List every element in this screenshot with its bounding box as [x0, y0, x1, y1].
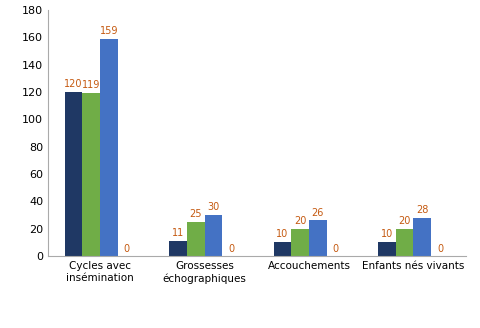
Text: 0: 0	[333, 244, 339, 254]
Text: 0: 0	[228, 244, 234, 254]
Bar	[413, 217, 431, 256]
Text: 159: 159	[100, 26, 119, 36]
Text: 120: 120	[64, 79, 83, 89]
Bar	[274, 242, 291, 256]
Bar	[396, 229, 413, 256]
Bar	[204, 215, 222, 256]
Text: 28: 28	[416, 205, 429, 215]
Bar	[83, 93, 100, 256]
Text: 0: 0	[437, 244, 443, 254]
Bar	[291, 229, 309, 256]
Text: 26: 26	[312, 208, 324, 217]
Text: 25: 25	[190, 209, 202, 219]
Bar	[100, 39, 118, 256]
Text: 30: 30	[207, 202, 219, 212]
Bar	[65, 92, 83, 256]
Text: 11: 11	[172, 228, 184, 238]
Text: 10: 10	[276, 230, 288, 239]
Text: 20: 20	[294, 216, 306, 226]
Text: 0: 0	[124, 244, 130, 254]
Text: 10: 10	[381, 230, 393, 239]
Bar	[378, 242, 396, 256]
Text: 20: 20	[398, 216, 411, 226]
Bar	[169, 241, 187, 256]
Bar	[187, 222, 204, 256]
Bar	[309, 220, 327, 256]
Text: 119: 119	[82, 80, 100, 91]
